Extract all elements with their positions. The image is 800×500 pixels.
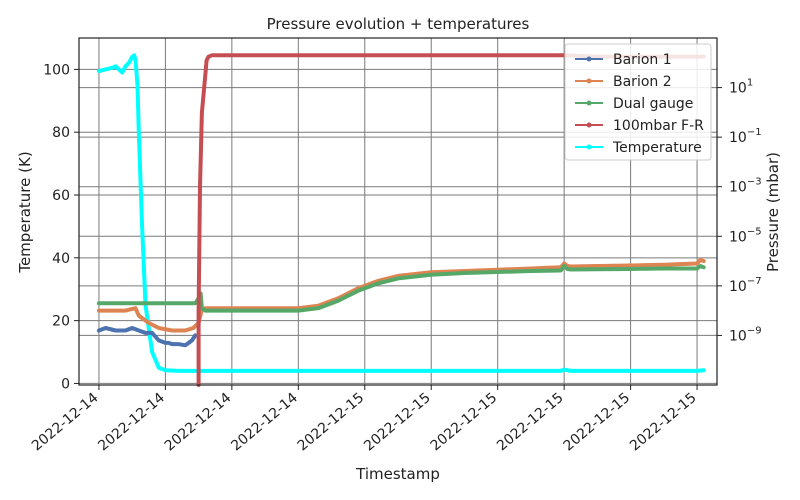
y-left-tick-label: 100 [43,62,70,78]
x-axis-label: Timestamp [355,465,440,483]
y-axis-right-label: Pressure (mbar) [764,152,782,272]
chart-title: Pressure evolution + temperatures [267,15,530,33]
y-right-tick-label: 10−7 [729,276,762,295]
y-right-tick-exponent: −7 [747,276,762,287]
y-right-tick-label: 10−5 [729,226,762,245]
legend-label: Barion 2 [613,74,672,90]
series-layer [96,53,706,387]
legend-marker [586,100,592,106]
series-line-temperature [96,53,706,373]
y-right-tick-base: 10 [729,328,747,344]
y-right-tick-label: 101 [729,78,753,97]
legend-marker [586,122,592,128]
y-right-tick-base: 10 [729,279,747,295]
y-right-tick-base: 10 [729,130,747,146]
y-left-tick-label: 0 [61,376,70,392]
legend-box [564,43,712,161]
legend-marker [586,56,592,62]
y-left-tick-label: 60 [52,188,70,204]
series-line-barion-1 [96,326,198,348]
y-left-tick-label: 40 [52,251,70,267]
y-right-tick-exponent: −1 [747,127,762,138]
y-left-tick-label: 20 [52,314,70,330]
y-right-tick-exponent: 1 [747,78,753,89]
legend-label: 100mbar F-R [613,118,704,134]
legend-label: Dual gauge [613,96,693,112]
y-right-tick-exponent: −9 [747,325,762,336]
y-right-tick-exponent: −5 [747,226,762,237]
y-left-tick-label: 80 [52,125,70,141]
legend-marker [586,78,592,84]
y-right-tick-label: 10−3 [729,177,762,196]
legend-marker [586,144,592,150]
y-right-tick-label: 10−1 [729,127,762,146]
legend-label: Temperature [612,140,702,156]
series-line-dual-gauge [96,264,706,313]
y-right-tick-label: 10−9 [729,325,762,344]
plot-frame [78,37,718,386]
y-right-tick-exponent: −3 [747,177,762,188]
legend-label: Barion 1 [613,52,672,68]
y-right-tick-base: 10 [729,180,747,196]
y-axis-left-label: Temperature (K) [16,151,34,273]
y-right-tick-base: 10 [729,229,747,245]
series-line-barion-2 [96,257,706,333]
y-right-tick-base: 10 [729,81,747,97]
legend: Barion 1 Barion 2 Dual gauge 100mbar F-R Tem… [564,43,712,161]
